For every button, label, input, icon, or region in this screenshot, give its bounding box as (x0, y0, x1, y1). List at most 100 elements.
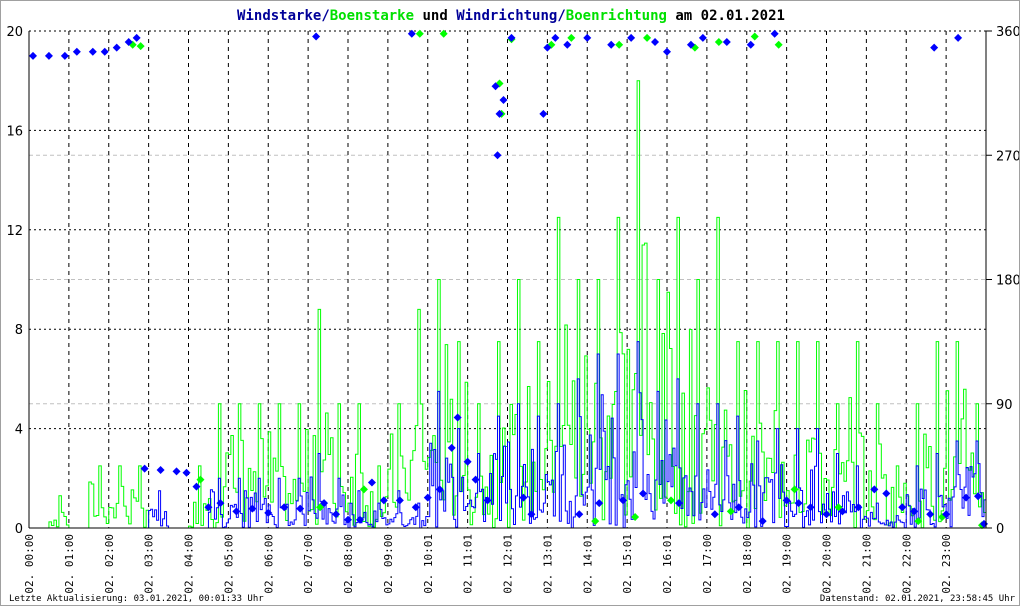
wind-direction-marker (204, 503, 213, 512)
wind-direction-marker (320, 499, 329, 508)
wind-direction-marker (822, 510, 831, 519)
gust-direction-marker (359, 485, 368, 494)
wind-direction-marker (746, 40, 755, 49)
wind-direction-marker (248, 504, 257, 513)
left-tick-label: 16 (6, 124, 23, 139)
right-tick-label: 180 (996, 274, 1019, 289)
wind-direction-marker (280, 503, 289, 512)
title-part: am 02.01.2021 (667, 8, 785, 24)
wind-direction-marker (463, 457, 472, 466)
gust-direction-marker (914, 517, 923, 526)
right-tick-label: 0 (996, 522, 1004, 537)
gust-direction-marker (591, 517, 600, 526)
wind-direction-marker (539, 109, 548, 118)
left-tick-label: 20 (6, 25, 23, 40)
wind-direction-marker (583, 33, 592, 42)
wind-direction-marker (312, 32, 321, 41)
gust-direction-marker (750, 32, 759, 41)
wind-direction-marker (543, 43, 552, 52)
wind-direction-marker (698, 33, 707, 42)
title-part: Windrichtung/ (456, 8, 566, 24)
gust-direction-marker (615, 40, 624, 49)
wind-direction-marker (140, 464, 149, 473)
x-tick-label: 02. 00:00 (23, 534, 36, 594)
wind-direction-marker (124, 38, 133, 47)
x-tick-label: 02. 10:01 (422, 534, 435, 594)
gust-direction-marker (316, 503, 325, 512)
wind-direction-marker (88, 47, 97, 56)
wind-direction-marker (60, 51, 69, 60)
gust-direction-marker (439, 29, 448, 38)
wind-direction-marker (172, 467, 181, 476)
wind-direction-marker (100, 47, 109, 56)
gust-direction-marker (567, 33, 576, 42)
x-tick-label: 02. 11:01 (462, 534, 475, 594)
wind-direction-marker (806, 503, 815, 512)
wind-direction-marker (686, 40, 695, 49)
wind-direction-marker (782, 496, 791, 505)
x-tick-label: 02. 23:00 (940, 534, 953, 594)
x-tick-label: 02. 02:00 (103, 534, 116, 594)
gust-direction-marker (415, 29, 424, 38)
x-tick-label: 02. 18:00 (741, 534, 754, 594)
wind-direction-marker (898, 503, 907, 512)
x-tick-label: 02. 03:00 (143, 534, 156, 594)
x-tick-label: 02. 06:00 (262, 534, 275, 594)
wind-direction-marker (182, 468, 191, 477)
wind-direction-marker (367, 478, 376, 487)
wind-direction-marker (507, 33, 516, 42)
wind-direction-marker (453, 413, 462, 422)
wind-direction-marker (575, 510, 584, 519)
wind-direction-marker (942, 510, 951, 519)
x-tick-label: 02. 15:01 (621, 534, 634, 594)
x-tick-label: 02. 01:00 (63, 534, 76, 594)
last-update-text: Letzte Aktualisierung: 03.01.2021, 00:01… (9, 594, 264, 604)
wind-direction-marker (471, 475, 480, 484)
wind-direction-marker (344, 515, 352, 524)
wind-direction-marker (974, 492, 983, 501)
x-tick-label: 02. 14:01 (581, 534, 594, 594)
x-tick-label: 02. 07:00 (302, 534, 315, 594)
direction-series (28, 29, 989, 530)
x-tick-label: 02. 21:00 (860, 534, 873, 594)
gust-direction-marker (774, 40, 783, 49)
x-tick-label: 02. 19:00 (781, 534, 794, 594)
wind-direction-marker (423, 493, 432, 502)
title-part: Windstarke/ (237, 8, 330, 24)
gust-direction-marker (714, 38, 723, 47)
wind-direction-marker (491, 82, 500, 91)
wind-direction-marker (499, 96, 508, 105)
wind-direction-marker (734, 503, 743, 512)
wind-direction-marker (132, 33, 141, 42)
wind-direction-marker (930, 43, 939, 52)
wind-direction-marker (435, 485, 444, 494)
left-tick-label: 4 (15, 423, 23, 438)
wind-direction-marker (355, 515, 364, 524)
wind-direction-marker (44, 51, 53, 60)
left-tick-label: 12 (6, 224, 23, 239)
title-part: und (414, 8, 456, 24)
wind-direction-marker (296, 504, 305, 513)
wind-direction-marker (232, 507, 241, 516)
x-tick-label: 02. 13:01 (541, 534, 554, 594)
wind-direction-marker (710, 510, 719, 519)
wind-direction-marker (527, 510, 536, 519)
wind-direction-marker (563, 40, 572, 49)
wind-direction-marker (551, 33, 560, 42)
title-part: Boenstarke (330, 8, 414, 24)
wind-direction-marker (639, 489, 648, 498)
gust-direction-marker (643, 33, 652, 42)
left-tick-label: 8 (15, 323, 23, 338)
wind-direction-marker (854, 503, 863, 512)
wind-direction-marker (216, 499, 225, 508)
wind-direction-marker (794, 499, 803, 508)
x-tick-label: 02. 16:01 (661, 534, 674, 594)
x-tick-label: 02. 12:01 (502, 534, 515, 594)
gust-direction-marker (834, 503, 843, 512)
x-tick-label: 02. 17:00 (701, 534, 714, 594)
wind-direction-marker (495, 109, 504, 118)
wind-direction-marker (607, 40, 616, 49)
wind-direction-marker (627, 33, 636, 42)
wind-direction-marker (674, 499, 683, 508)
